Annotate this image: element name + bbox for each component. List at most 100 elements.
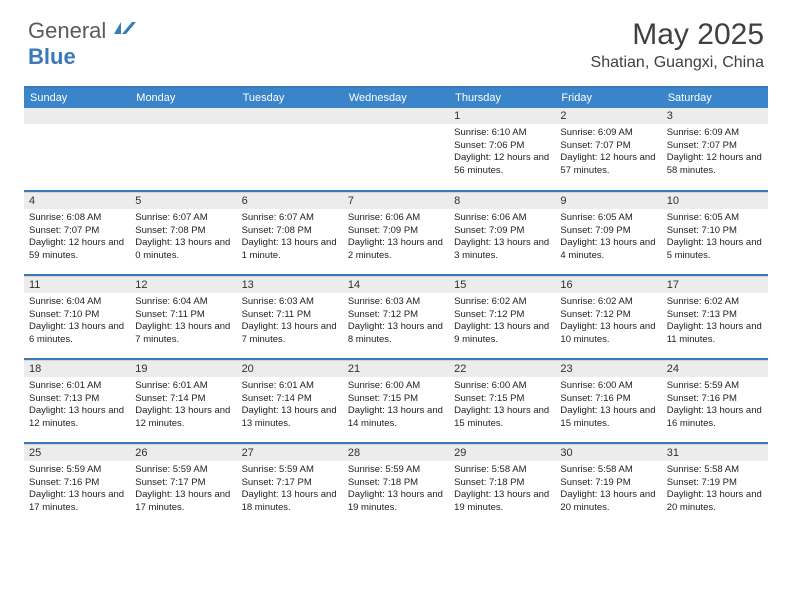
sunset-line: Sunset: 7:16 PM [29,477,125,490]
day-number [237,108,343,124]
day-cell: 27Sunrise: 5:59 AMSunset: 7:17 PMDayligh… [237,444,343,526]
sunrise-line: Sunrise: 5:59 AM [242,464,338,477]
day-number: 3 [662,108,768,124]
sunset-line: Sunset: 7:13 PM [29,393,125,406]
day-number [343,108,449,124]
brand-part2: Blue [28,44,76,69]
day-details: Sunrise: 5:59 AMSunset: 7:17 PMDaylight:… [237,461,343,516]
sunrise-line: Sunrise: 5:58 AM [454,464,550,477]
day-details: Sunrise: 6:08 AMSunset: 7:07 PMDaylight:… [24,209,130,264]
day-details: Sunrise: 6:00 AMSunset: 7:15 PMDaylight:… [343,377,449,432]
sunrise-line: Sunrise: 5:59 AM [667,380,763,393]
day-number: 13 [237,277,343,293]
sunset-line: Sunset: 7:19 PM [560,477,656,490]
day-details: Sunrise: 6:02 AMSunset: 7:13 PMDaylight:… [662,293,768,348]
sunset-line: Sunset: 7:09 PM [560,225,656,238]
day-cell: 1Sunrise: 6:10 AMSunset: 7:06 PMDaylight… [449,108,555,190]
daylight-line: Daylight: 13 hours and 10 minutes. [560,321,656,346]
day-cell: 26Sunrise: 5:59 AMSunset: 7:17 PMDayligh… [130,444,236,526]
day-number: 21 [343,361,449,377]
daylight-line: Daylight: 13 hours and 8 minutes. [348,321,444,346]
day-details: Sunrise: 6:07 AMSunset: 7:08 PMDaylight:… [237,209,343,264]
day-cell: 6Sunrise: 6:07 AMSunset: 7:08 PMDaylight… [237,192,343,274]
daylight-line: Daylight: 13 hours and 9 minutes. [454,321,550,346]
sunrise-line: Sunrise: 6:03 AM [348,296,444,309]
sunrise-line: Sunrise: 6:01 AM [242,380,338,393]
sunrise-line: Sunrise: 5:58 AM [560,464,656,477]
sunrise-line: Sunrise: 6:01 AM [29,380,125,393]
daylight-line: Daylight: 13 hours and 19 minutes. [348,489,444,514]
sunset-line: Sunset: 7:11 PM [242,309,338,322]
sunrise-line: Sunrise: 5:59 AM [135,464,231,477]
day-cell: 23Sunrise: 6:00 AMSunset: 7:16 PMDayligh… [555,360,661,442]
daylight-line: Daylight: 13 hours and 19 minutes. [454,489,550,514]
sunset-line: Sunset: 7:16 PM [560,393,656,406]
sunset-line: Sunset: 7:07 PM [29,225,125,238]
sunset-line: Sunset: 7:08 PM [242,225,338,238]
day-cell [24,108,130,190]
daylight-line: Daylight: 13 hours and 15 minutes. [560,405,656,430]
day-number: 27 [237,445,343,461]
day-number: 28 [343,445,449,461]
sunrise-line: Sunrise: 6:00 AM [560,380,656,393]
day-details: Sunrise: 6:00 AMSunset: 7:16 PMDaylight:… [555,377,661,432]
sunset-line: Sunset: 7:18 PM [348,477,444,490]
day-number: 7 [343,193,449,209]
sunrise-line: Sunrise: 6:02 AM [454,296,550,309]
day-number: 26 [130,445,236,461]
weeks-container: 1Sunrise: 6:10 AMSunset: 7:06 PMDaylight… [24,108,768,526]
flag-icon [114,22,136,38]
sunset-line: Sunset: 7:14 PM [242,393,338,406]
week-row: 25Sunrise: 5:59 AMSunset: 7:16 PMDayligh… [24,444,768,526]
weekday-header: Saturday [662,88,768,108]
day-cell: 10Sunrise: 6:05 AMSunset: 7:10 PMDayligh… [662,192,768,274]
day-cell: 16Sunrise: 6:02 AMSunset: 7:12 PMDayligh… [555,276,661,358]
day-cell: 19Sunrise: 6:01 AMSunset: 7:14 PMDayligh… [130,360,236,442]
weekday-header: Wednesday [343,88,449,108]
daylight-line: Daylight: 13 hours and 17 minutes. [29,489,125,514]
sunrise-line: Sunrise: 6:06 AM [348,212,444,225]
daylight-line: Daylight: 13 hours and 13 minutes. [242,405,338,430]
page-header: General Blue May 2025 Shatian, Guangxi, … [0,0,792,80]
day-cell: 8Sunrise: 6:06 AMSunset: 7:09 PMDaylight… [449,192,555,274]
brand-part1: General [28,18,106,43]
sunset-line: Sunset: 7:19 PM [667,477,763,490]
weekday-header-row: SundayMondayTuesdayWednesdayThursdayFrid… [24,88,768,108]
daylight-line: Daylight: 13 hours and 2 minutes. [348,237,444,262]
day-number: 31 [662,445,768,461]
daylight-line: Daylight: 13 hours and 4 minutes. [560,237,656,262]
brand-logo: General Blue [28,18,136,70]
day-cell: 30Sunrise: 5:58 AMSunset: 7:19 PMDayligh… [555,444,661,526]
sunrise-line: Sunrise: 6:05 AM [667,212,763,225]
day-details: Sunrise: 6:02 AMSunset: 7:12 PMDaylight:… [555,293,661,348]
day-cell: 5Sunrise: 6:07 AMSunset: 7:08 PMDaylight… [130,192,236,274]
day-details: Sunrise: 6:09 AMSunset: 7:07 PMDaylight:… [555,124,661,179]
day-number: 2 [555,108,661,124]
daylight-line: Daylight: 12 hours and 57 minutes. [560,152,656,177]
day-details: Sunrise: 6:01 AMSunset: 7:14 PMDaylight:… [237,377,343,432]
daylight-line: Daylight: 13 hours and 0 minutes. [135,237,231,262]
day-number: 6 [237,193,343,209]
day-number: 29 [449,445,555,461]
daylight-line: Daylight: 12 hours and 58 minutes. [667,152,763,177]
day-details: Sunrise: 6:03 AMSunset: 7:11 PMDaylight:… [237,293,343,348]
day-number: 20 [237,361,343,377]
day-details: Sunrise: 5:59 AMSunset: 7:17 PMDaylight:… [130,461,236,516]
sunset-line: Sunset: 7:13 PM [667,309,763,322]
sunrise-line: Sunrise: 6:02 AM [560,296,656,309]
day-number: 16 [555,277,661,293]
daylight-line: Daylight: 13 hours and 14 minutes. [348,405,444,430]
day-cell [130,108,236,190]
day-details: Sunrise: 5:58 AMSunset: 7:19 PMDaylight:… [555,461,661,516]
day-number: 25 [24,445,130,461]
sunset-line: Sunset: 7:11 PM [135,309,231,322]
day-number [24,108,130,124]
day-cell: 17Sunrise: 6:02 AMSunset: 7:13 PMDayligh… [662,276,768,358]
day-details: Sunrise: 6:04 AMSunset: 7:11 PMDaylight:… [130,293,236,348]
day-details: Sunrise: 5:58 AMSunset: 7:18 PMDaylight:… [449,461,555,516]
location-text: Shatian, Guangxi, China [591,54,764,72]
day-number: 12 [130,277,236,293]
day-cell: 4Sunrise: 6:08 AMSunset: 7:07 PMDaylight… [24,192,130,274]
sunset-line: Sunset: 7:15 PM [454,393,550,406]
day-number: 5 [130,193,236,209]
